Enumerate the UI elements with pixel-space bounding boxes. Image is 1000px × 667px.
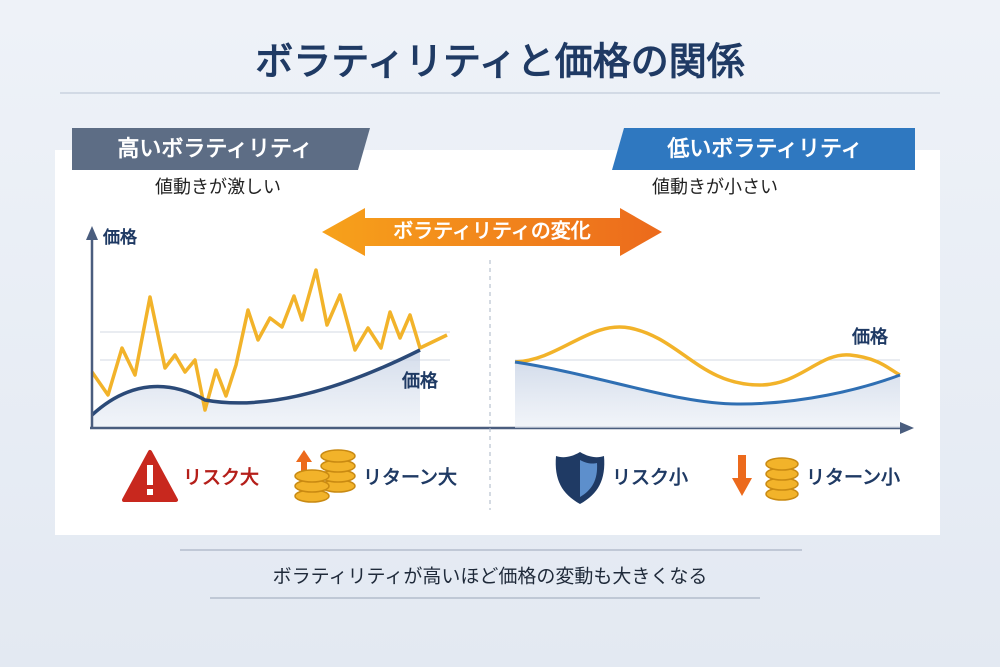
right-subtitle: 値動きが小さい bbox=[652, 177, 778, 198]
line-label: 価格 bbox=[851, 326, 889, 348]
shield-highlight bbox=[580, 460, 598, 497]
area bbox=[515, 362, 900, 428]
return-label: リターン大 bbox=[363, 466, 457, 489]
coins-icon bbox=[765, 457, 799, 501]
left-header: 高いボラティリティ bbox=[117, 136, 312, 162]
right-chart: 価格 bbox=[514, 325, 901, 428]
right-header-box bbox=[612, 128, 915, 170]
title: ボラティリティと価格の関係 bbox=[255, 40, 744, 84]
coins-icon bbox=[294, 449, 356, 503]
volatile-line bbox=[90, 268, 448, 412]
line-label: 価格 bbox=[401, 370, 439, 392]
area bbox=[92, 350, 420, 428]
warning-mark bbox=[147, 465, 153, 485]
right-icons: リスク小 リターン小 bbox=[555, 452, 900, 504]
change-arrow bbox=[322, 208, 662, 256]
left-header-box bbox=[72, 128, 370, 170]
y-axis-arrow bbox=[86, 226, 98, 240]
trend-line bbox=[90, 348, 421, 417]
right-header: 低いボラティリティ bbox=[666, 137, 862, 162]
trend-line bbox=[514, 360, 901, 406]
axis-label: 価格 bbox=[102, 227, 138, 248]
left-subtitle: 値動きが激しい bbox=[155, 177, 281, 198]
risk-label: リスク小 bbox=[612, 467, 688, 489]
footer: ボラティリティが高いほど価格の変動も大きくなる bbox=[273, 566, 708, 588]
warning-dot bbox=[147, 489, 153, 495]
left-icons: リスク大 リターン大 bbox=[122, 449, 457, 503]
stable-line bbox=[514, 325, 901, 387]
down-arrow bbox=[732, 455, 752, 496]
up-arrow bbox=[296, 450, 312, 478]
left-chart: 価格 価格 bbox=[86, 226, 450, 428]
risk-label: リスク大 bbox=[183, 466, 259, 489]
return-label: リターン小 bbox=[806, 467, 900, 489]
x-axis-arrow bbox=[900, 422, 914, 434]
arrow-label: ボラティリティの変化 bbox=[393, 219, 591, 243]
